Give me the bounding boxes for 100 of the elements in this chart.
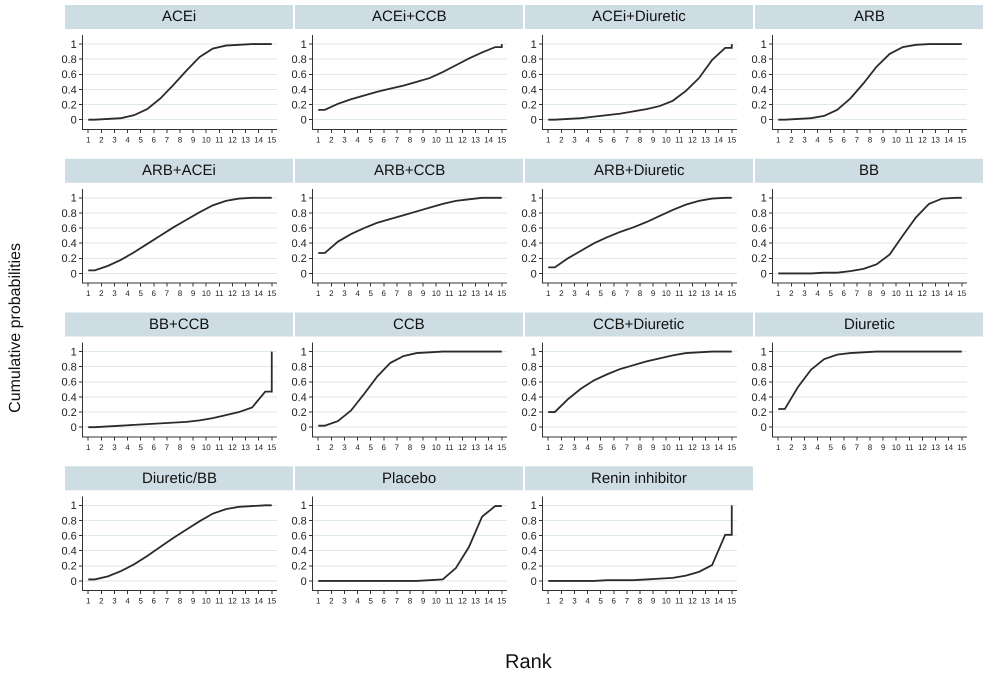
y-tick-label: 0.6 [522, 69, 537, 82]
x-tick-label: 13 [701, 289, 711, 298]
y-tick-label: 0.4 [522, 392, 537, 404]
x-tick-label: 5 [368, 596, 374, 606]
y-tick-label: 1 [530, 38, 537, 51]
x-tick-label: 14 [484, 442, 494, 452]
x-tick-label: 7 [624, 442, 630, 452]
x-tick-label: 6 [612, 135, 617, 144]
x-tick-label: 5 [598, 596, 604, 606]
y-tick-label: 0.4 [522, 84, 537, 96]
x-tick-label: 11 [445, 135, 454, 144]
x-tick-label: 9 [420, 135, 426, 144]
y-tick-label: 0.4 [62, 392, 77, 404]
x-tick-label: 13 [241, 442, 251, 452]
x-tick-label: 12 [228, 289, 238, 298]
x-tick-label: 13 [241, 289, 251, 298]
x-tick-label: 5 [598, 289, 604, 298]
x-tick-label: 13 [471, 442, 481, 452]
x-tick-label: 10 [202, 289, 212, 298]
chart-title: Placebo [382, 470, 436, 487]
y-tick-label: 0 [70, 422, 77, 434]
chart-title: ARB [854, 8, 885, 25]
x-tick-label: 13 [241, 596, 251, 606]
y-tick-label: 0 [70, 114, 77, 127]
y-tick-label: 0 [760, 422, 767, 434]
y-tick-label: 0.4 [62, 546, 77, 558]
chart-title: BB [859, 162, 880, 179]
x-tick-label: 5 [828, 442, 834, 452]
x-tick-label: 5 [138, 596, 144, 606]
x-tick-label: 15 [497, 289, 507, 298]
chart-title: Diuretic/BB [142, 470, 218, 487]
x-tick-label: 12 [918, 289, 928, 298]
chart-title: ARB+Diuretic [594, 162, 685, 179]
x-tick-label: 6 [612, 289, 617, 298]
x-tick-label: 5 [138, 135, 144, 144]
y-tick-label: 1 [760, 346, 767, 358]
x-tick-label: 6 [152, 289, 157, 298]
x-tick-label: 14 [944, 442, 954, 452]
x-tick-label: 9 [880, 135, 886, 144]
x-tick-label: 3 [802, 289, 808, 298]
y-tick-label: 0.2 [522, 406, 537, 419]
y-tick-label: 1 [530, 346, 537, 358]
x-tick-label: 9 [190, 442, 196, 452]
y-tick-label: 1 [530, 500, 537, 512]
y-tick-label: 0.6 [752, 222, 767, 235]
y-tick-label: 0.2 [292, 406, 307, 419]
y-tick-label: 0.6 [522, 530, 537, 542]
x-tick-label: 10 [892, 442, 902, 452]
x-tick-label: 2 [329, 135, 334, 144]
x-tick-label: 13 [931, 289, 941, 298]
y-tick-label: 0.6 [292, 376, 307, 389]
x-tick-label: 9 [650, 135, 656, 144]
x-tick-label: 14 [944, 135, 954, 144]
x-tick-label: 11 [905, 289, 914, 298]
x-tick-label: 14 [714, 442, 724, 452]
y-tick-label: 0.2 [62, 406, 77, 419]
x-tick-label: 9 [880, 442, 886, 452]
x-tick-label: 2 [789, 135, 794, 144]
x-tick-label: 9 [420, 289, 426, 298]
x-tick-label: 14 [254, 289, 264, 298]
x-tick-label: 14 [484, 289, 494, 298]
x-tick-label: 9 [880, 289, 886, 298]
y-tick-label: 0.6 [62, 222, 77, 235]
x-tick-label: 11 [675, 596, 684, 606]
x-tick-label: 8 [408, 442, 413, 452]
y-tick-label: 0.4 [752, 238, 767, 250]
y-tick-label: 0.2 [62, 99, 77, 112]
x-tick-label: 8 [408, 135, 413, 144]
x-tick-label: 3 [112, 135, 118, 144]
x-tick-label: 5 [828, 135, 834, 144]
x-tick-label: 15 [727, 442, 737, 452]
x-tick-label: 1 [316, 289, 322, 298]
x-tick-label: 14 [254, 596, 264, 606]
x-tick-label: 12 [458, 596, 468, 606]
x-tick-label: 11 [215, 135, 224, 144]
x-tick-label: 10 [202, 135, 212, 144]
x-tick-label: 2 [99, 135, 104, 144]
x-tick-label: 4 [585, 442, 590, 452]
x-tick-label: 9 [190, 596, 196, 606]
x-tick-label: 4 [355, 596, 360, 606]
x-tick-label: 10 [432, 135, 442, 144]
x-tick-label: 1 [546, 289, 552, 298]
x-tick-label: 1 [546, 135, 552, 144]
x-tick-label: 6 [842, 442, 847, 452]
y-tick-label: 0.2 [292, 560, 307, 573]
x-tick-label: 15 [497, 135, 507, 144]
y-tick-label: 0.8 [752, 208, 767, 220]
x-tick-label: 9 [420, 596, 426, 606]
chart-title: CCB [393, 316, 425, 333]
y-tick-label: 0.8 [752, 362, 767, 374]
x-tick-label: 7 [164, 135, 170, 144]
x-tick-label: 2 [559, 442, 564, 452]
y-tick-label: 0.8 [522, 362, 537, 374]
y-tick-label: 0.8 [292, 208, 307, 220]
line-series [317, 505, 503, 582]
x-tick-label: 11 [445, 596, 454, 606]
y-tick-label: 0.2 [752, 406, 767, 419]
x-tick-label: 1 [316, 596, 322, 606]
chart-title: Diuretic [844, 316, 896, 333]
y-tick-label: 0.6 [522, 222, 537, 235]
